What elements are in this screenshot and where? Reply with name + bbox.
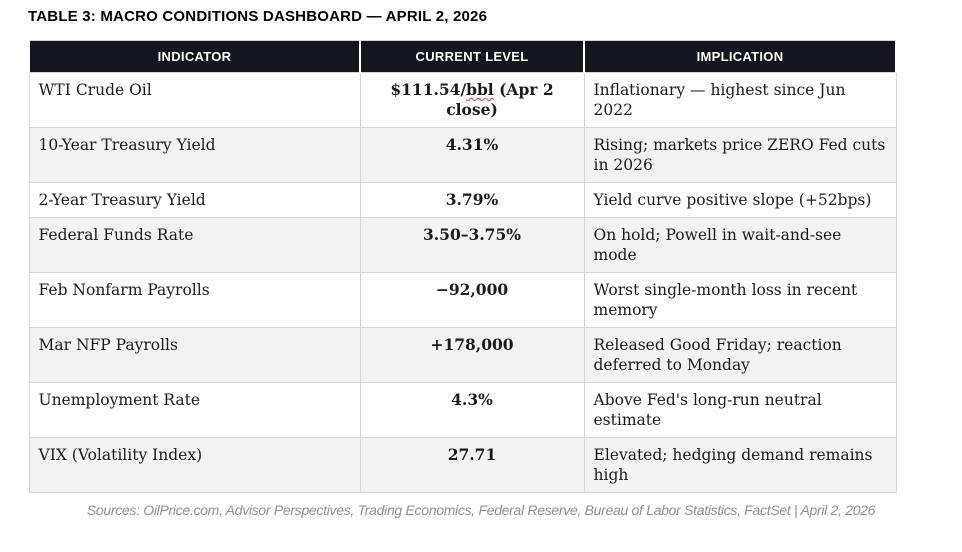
sources-footnote: Sources: OilPrice.com, Advisor Perspecti… <box>86 502 876 518</box>
col-header-current-level: CURRENT LEVEL <box>359 40 585 73</box>
table-row: Unemployment Rate 4.3% Above Fed's long-… <box>28 382 897 438</box>
current-level-cell: 3.50–3.75% <box>359 217 585 273</box>
misspelling-squiggle: bbl <box>466 80 494 99</box>
table-body: WTI Crude Oil $111.54/bbl (Apr 2 close) … <box>28 72 897 493</box>
table-row: 2-Year Treasury Yield 3.79% Yield curve … <box>28 182 897 218</box>
table-row: VIX (Volatility Index) 27.71 Elevated; h… <box>28 437 897 493</box>
indicator-cell: Federal Funds Rate <box>28 217 361 273</box>
implication-cell: Worst single-month loss in recent memory <box>583 272 897 328</box>
implication-cell: Rising; markets price ZERO Fed cuts in 2… <box>583 127 897 183</box>
indicator-cell: Unemployment Rate <box>28 382 361 438</box>
implication-cell: Above Fed's long-run neutral estimate <box>583 382 897 438</box>
table-row: WTI Crude Oil $111.54/bbl (Apr 2 close) … <box>28 72 897 128</box>
implication-cell: Released Good Friday; reaction deferred … <box>583 327 897 383</box>
col-header-implication: IMPLICATION <box>583 40 897 73</box>
page-title: TABLE 3: MACRO CONDITIONS DASHBOARD — AP… <box>28 8 488 25</box>
indicator-cell: 2-Year Treasury Yield <box>28 182 361 218</box>
indicator-cell: Mar NFP Payrolls <box>28 327 361 383</box>
implication-cell: Inflationary — highest since Jun 2022 <box>583 72 897 128</box>
current-level-cell: +178,000 <box>359 327 585 383</box>
macro-conditions-table: INDICATOR CURRENT LEVEL IMPLICATION WTI … <box>28 40 897 493</box>
indicator-cell: Feb Nonfarm Payrolls <box>28 272 361 328</box>
table-row: Federal Funds Rate 3.50–3.75% On hold; P… <box>28 217 897 273</box>
indicator-cell: VIX (Volatility Index) <box>28 437 361 493</box>
table-row: Feb Nonfarm Payrolls −92,000 Worst singl… <box>28 272 897 328</box>
table-row: Mar NFP Payrolls +178,000 Released Good … <box>28 327 897 383</box>
indicator-cell: WTI Crude Oil <box>28 72 361 128</box>
implication-cell: Elevated; hedging demand remains high <box>583 437 897 493</box>
indicator-cell: 10-Year Treasury Yield <box>28 127 361 183</box>
col-header-indicator: INDICATOR <box>28 40 361 73</box>
current-level-cell: 4.31% <box>359 127 585 183</box>
current-level-cell: $111.54/bbl (Apr 2 close) <box>359 72 585 128</box>
current-level-cell: 27.71 <box>359 437 585 493</box>
implication-cell: Yield curve positive slope (+52bps) <box>583 182 897 218</box>
implication-cell: On hold; Powell in wait-and-see mode <box>583 217 897 273</box>
current-level-cell: −92,000 <box>359 272 585 328</box>
header-row: INDICATOR CURRENT LEVEL IMPLICATION <box>28 40 897 73</box>
table-row: 10-Year Treasury Yield 4.31% Rising; mar… <box>28 127 897 183</box>
current-level-cell: 3.79% <box>359 182 585 218</box>
current-level-cell: 4.3% <box>359 382 585 438</box>
